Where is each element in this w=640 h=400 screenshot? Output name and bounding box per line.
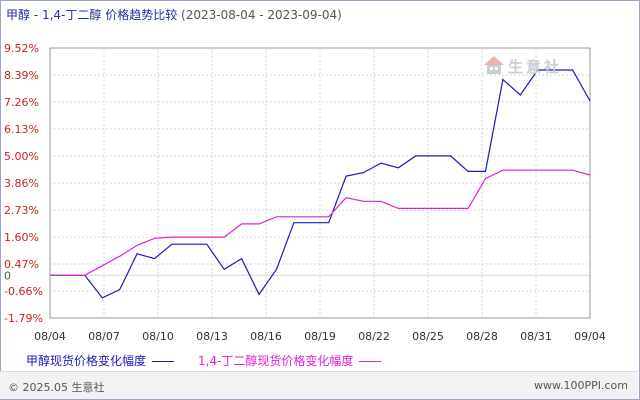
legend-item-series-1: 甲醇现货价格变化幅度 <box>26 352 175 369</box>
y-tick-label: 0.47% <box>4 258 39 271</box>
y-tick-label: -0.66% <box>4 285 43 298</box>
title-text: 甲醇 - 1,4-丁二醇 价格趋势比较 <box>6 8 178 22</box>
legend-swatch-series-2 <box>359 361 382 362</box>
x-tick-label: 08/25 <box>412 330 444 343</box>
legend-item-series-2: 1,4-丁二醇现货价格变化幅度 <box>198 352 382 369</box>
legend-label-series-2: 1,4-丁二醇现货价格变化幅度 <box>198 354 354 368</box>
x-tick-label: 08/04 <box>34 330 66 343</box>
x-tick-label: 08/19 <box>304 330 336 343</box>
x-tick-label: 08/10 <box>142 330 174 343</box>
footer-bar: © 2025.05 生意社 www.100PPI.com <box>0 371 638 399</box>
y-tick-label: 9.52% <box>4 42 39 55</box>
y-tick-label: 8.39% <box>4 69 39 82</box>
series-line-1 <box>50 69 591 299</box>
y-tick-label: 3.86% <box>4 177 39 190</box>
y-tick-label: 5.00% <box>4 150 39 163</box>
x-tick-label: 08/31 <box>520 330 552 343</box>
logo-house-icon <box>482 54 506 80</box>
x-tick-label: 08/28 <box>466 330 498 343</box>
y-tick-label: -1.79% <box>4 312 43 325</box>
x-tick-label: 09/04 <box>574 330 606 343</box>
y-tick-label: 6.13% <box>4 123 39 136</box>
copyright-text: © 2025.05 生意社 <box>8 381 105 394</box>
legend-label-series-1: 甲醇现货价格变化幅度 <box>26 354 147 368</box>
x-tick-label: 08/13 <box>196 330 228 343</box>
y-tick-label: 0 <box>4 269 11 282</box>
watermark-text: 生意社 <box>508 58 563 76</box>
x-tick-label: 08/22 <box>358 330 390 343</box>
y-tick-label: 1.60% <box>4 231 39 244</box>
chart-title: 甲醇 - 1,4-丁二醇 价格趋势比较 (2023-08-04 - 2023-0… <box>6 6 342 23</box>
site-link[interactable]: www.100PPI.com <box>534 379 628 392</box>
legend-swatch-series-1 <box>152 361 175 362</box>
series-line-2 <box>50 169 591 276</box>
x-tick-label: 08/07 <box>88 330 120 343</box>
date-range: (2023-08-04 - 2023-09-04) <box>181 8 342 22</box>
y-tick-label: 7.26% <box>4 96 39 109</box>
y-tick-label: 2.73% <box>4 204 39 217</box>
x-tick-label: 08/16 <box>250 330 282 343</box>
